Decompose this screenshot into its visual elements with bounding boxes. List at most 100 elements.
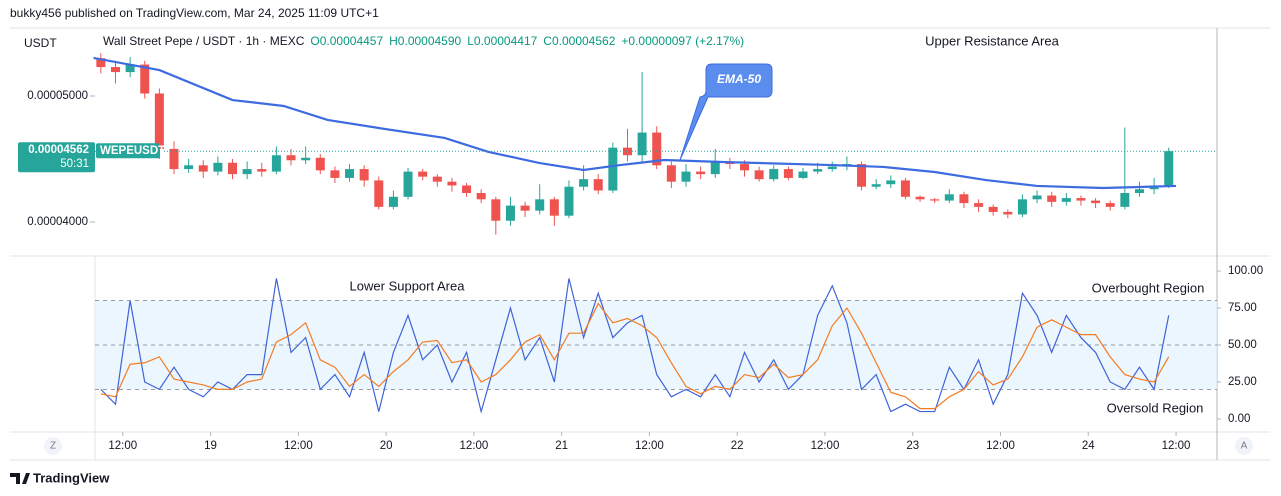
candle-body xyxy=(1076,198,1086,201)
candle-body xyxy=(857,164,867,187)
candle-body xyxy=(827,166,837,170)
y-tick-label: 50.00 xyxy=(1228,339,1257,351)
candle-body xyxy=(681,171,691,182)
change: +0.00000097 (+2.17%) xyxy=(621,34,744,48)
candle-body xyxy=(403,171,413,197)
candle-body xyxy=(257,169,267,172)
x-tick-label: 22 xyxy=(731,440,744,452)
candle-body xyxy=(535,199,545,211)
byline: bukky456 published on TradingView.com, M… xyxy=(10,6,379,20)
candle-body xyxy=(418,171,428,177)
candle-body xyxy=(696,171,706,175)
candle-body xyxy=(447,181,457,186)
candle-body xyxy=(1091,200,1101,204)
candle-body xyxy=(228,162,238,175)
symbol-legend: Wall Street Pepe / USDT · 1h · MEXC O0.00… xyxy=(103,34,744,48)
x-tick-label: 21 xyxy=(555,440,568,452)
candle-body xyxy=(1061,198,1071,202)
candle-body xyxy=(740,164,750,171)
annotation: Oversold Region xyxy=(1107,400,1204,415)
candle-body xyxy=(549,199,559,216)
candle-body xyxy=(1105,203,1115,207)
currency: USDT xyxy=(24,36,57,50)
candle-body xyxy=(813,169,823,172)
candle-body xyxy=(462,185,472,194)
x-tick-label: 12:00 xyxy=(635,440,664,452)
brand-logo xyxy=(10,473,30,484)
candle-body xyxy=(622,147,632,156)
candle-body xyxy=(140,64,150,94)
candle-body xyxy=(345,169,355,178)
candle-body xyxy=(374,180,384,207)
candle-body xyxy=(476,193,486,200)
plot-area: 12:00 19 12:00 20 12:00 21 12:00 22 12:00 23 12:00… xyxy=(18,53,1263,452)
ohlc-high: H0.00004590 xyxy=(389,34,461,48)
candle-body xyxy=(301,157,311,161)
candle-body xyxy=(491,199,501,221)
candle-body xyxy=(184,165,194,170)
candle-body xyxy=(432,176,442,182)
symbol-label: WEPEUSDT xyxy=(100,145,165,157)
y-tick-label: 0.00005000 xyxy=(27,90,88,102)
candle-body xyxy=(974,203,984,207)
candle-body xyxy=(1032,195,1042,200)
candle-body xyxy=(520,205,530,211)
candle-body xyxy=(169,148,179,170)
last-price-label: 0.00004562 xyxy=(28,144,89,156)
candle-body xyxy=(198,165,208,172)
candle-body xyxy=(593,179,603,191)
y-tick-label: 25.00 xyxy=(1228,376,1257,388)
candle-body xyxy=(154,93,164,149)
candle-body xyxy=(315,157,325,171)
candle-body xyxy=(271,155,281,172)
countdown: 50:31 xyxy=(60,158,89,170)
candle-body xyxy=(1017,199,1027,215)
candle-body xyxy=(886,180,896,185)
candle-body xyxy=(871,184,881,187)
axis-button[interactable] xyxy=(1235,437,1253,455)
candle-body xyxy=(125,64,135,73)
candle-body xyxy=(564,186,574,216)
candle-body xyxy=(505,205,515,221)
symbol-box xyxy=(96,143,160,159)
x-tick-label: 12:00 xyxy=(459,440,488,452)
ohlc-open: O0.00004457 xyxy=(310,34,383,48)
candle-body xyxy=(988,206,998,212)
axis-button[interactable] xyxy=(44,437,62,455)
ema-line xyxy=(93,56,1177,190)
x-tick-label: 20 xyxy=(380,440,393,452)
oscillator-line xyxy=(100,278,1170,414)
candle-body xyxy=(637,132,647,156)
candle-body xyxy=(710,161,720,175)
candle-body xyxy=(1003,211,1013,215)
candle-body xyxy=(754,170,764,180)
annotation: Overbought Region xyxy=(1092,280,1205,295)
axis-button-label[interactable]: A xyxy=(1241,441,1248,452)
candle-body xyxy=(96,58,106,68)
ohlc-low: L0.00004417 xyxy=(467,34,537,48)
oscillator-line xyxy=(100,302,1170,410)
candle-body xyxy=(388,196,398,207)
axis-button-label[interactable]: Z xyxy=(50,441,56,452)
x-tick-label: 23 xyxy=(906,440,919,452)
candle-body xyxy=(579,179,589,187)
candle-body xyxy=(798,171,808,178)
y-tick-label: 100.00 xyxy=(1228,265,1263,277)
ema-callout-label: EMA-50 xyxy=(717,72,761,86)
candle-body xyxy=(1134,189,1144,194)
candle-body xyxy=(783,169,793,178)
candle-body xyxy=(769,169,779,180)
candle-body xyxy=(110,67,120,73)
y-tick-label: 75.00 xyxy=(1228,302,1257,314)
x-tick-label: 24 xyxy=(1082,440,1095,452)
symbol: Wall Street Pepe / USDT · 1h · MEXC xyxy=(103,34,305,48)
y-tick-label: 0.00 xyxy=(1228,413,1250,425)
candle-body xyxy=(666,165,676,182)
brand: TradingView xyxy=(33,470,110,485)
annotation: Lower Support Area xyxy=(350,278,466,293)
x-tick-label: 12:00 xyxy=(284,440,313,452)
candle-body xyxy=(330,170,340,178)
candle-body xyxy=(900,180,910,197)
candle-body xyxy=(359,169,369,181)
last-price-box xyxy=(18,142,95,173)
